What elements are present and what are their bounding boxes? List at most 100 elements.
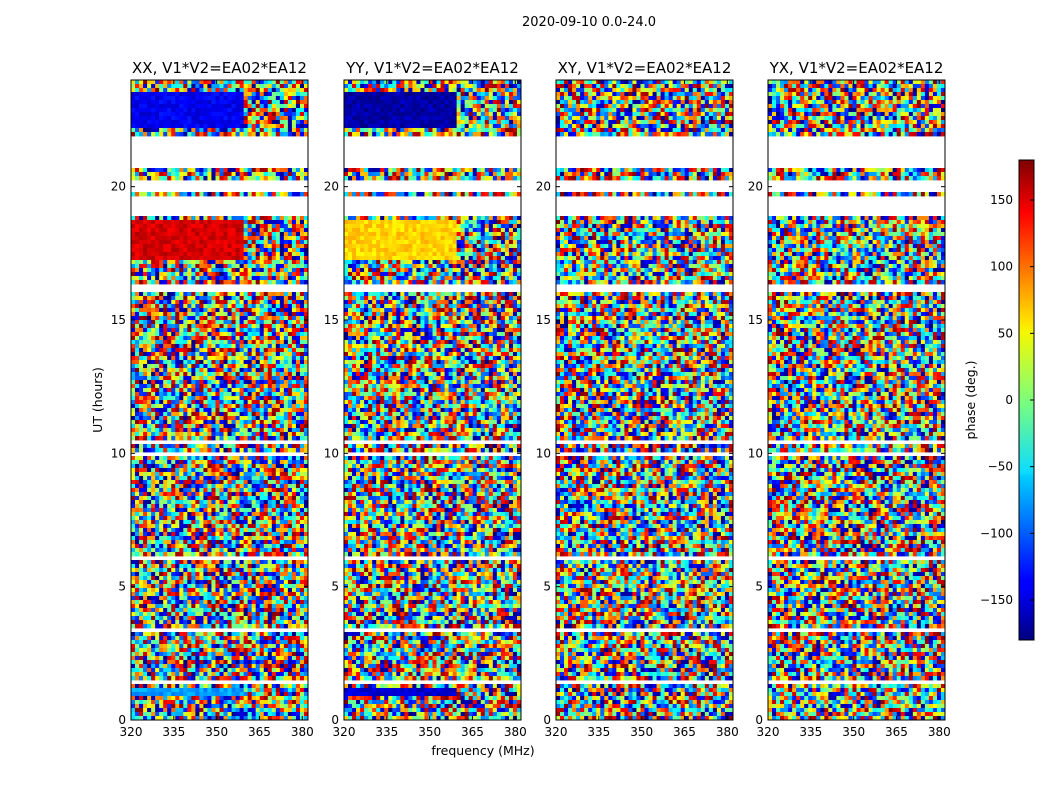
heatmap-cell	[279, 360, 285, 365]
heatmap-cell	[223, 436, 228, 441]
heatmap-cell	[219, 248, 224, 253]
heatmap-cell	[147, 416, 152, 421]
heatmap-cell	[219, 456, 224, 461]
heatmap-cell	[231, 324, 236, 329]
heatmap-cell	[143, 496, 148, 501]
heatmap-cell	[199, 120, 204, 125]
heatmap-cell	[303, 420, 309, 425]
heatmap-cell	[143, 340, 148, 345]
heatmap-cell	[195, 488, 200, 493]
heatmap-cell	[199, 344, 204, 349]
heatmap-cell	[139, 108, 144, 113]
heatmap-cell	[295, 108, 301, 113]
heatmap-cell	[131, 272, 136, 277]
heatmap-cell	[167, 192, 172, 197]
heatmap-cell	[195, 368, 200, 373]
heatmap-cell	[195, 224, 200, 229]
heatmap-cell	[143, 244, 148, 249]
heatmap-cell	[255, 432, 261, 437]
heatmap-cell	[219, 388, 224, 393]
heatmap-cell	[195, 512, 200, 517]
heatmap-cell	[147, 128, 152, 133]
heatmap-cell	[227, 496, 232, 501]
heatmap-cell	[295, 132, 301, 137]
heatmap-cell	[175, 372, 180, 377]
heatmap-cell	[211, 112, 216, 117]
heatmap-cell	[195, 408, 200, 413]
heatmap-cell	[223, 244, 228, 249]
heatmap-cell	[283, 100, 289, 105]
heatmap-cell	[303, 484, 309, 489]
heatmap-cell	[283, 256, 289, 261]
heatmap-cell	[155, 120, 160, 125]
heatmap-cell	[155, 116, 160, 121]
heatmap-cell	[275, 132, 281, 137]
heatmap-cell	[191, 528, 196, 533]
heatmap-cell	[267, 388, 273, 393]
heatmap-cell	[291, 588, 297, 593]
heatmap-cell	[163, 364, 168, 369]
heatmap-cell	[299, 224, 305, 229]
heatmap-cell	[139, 244, 144, 249]
heatmap-cell	[167, 332, 172, 337]
heatmap-cell	[191, 132, 196, 137]
heatmap-cell	[143, 456, 148, 461]
heatmap-cell	[303, 540, 309, 545]
heatmap-cell	[151, 508, 156, 513]
heatmap-cell	[271, 496, 277, 501]
heatmap-cell	[215, 472, 220, 477]
heatmap-cell	[215, 448, 220, 453]
heatmap-cell	[151, 244, 156, 249]
heatmap-cell	[227, 168, 232, 173]
heatmap-cell	[287, 280, 293, 285]
heatmap-cell	[203, 444, 208, 449]
heatmap-cell	[251, 432, 257, 437]
heatmap-cell	[155, 604, 160, 609]
heatmap-cell	[223, 484, 228, 489]
heatmap-cell	[203, 116, 208, 121]
heatmap-cell	[143, 96, 148, 101]
heatmap-cell	[295, 456, 301, 461]
heatmap-cell	[251, 340, 257, 345]
heatmap-cell	[131, 364, 136, 369]
heatmap-cell	[263, 248, 269, 253]
heatmap-cell	[139, 428, 144, 433]
heatmap-cell	[159, 248, 164, 253]
heatmap-cell	[191, 216, 196, 221]
heatmap-cell	[139, 416, 144, 421]
heatmap-cell	[235, 260, 241, 265]
heatmap-cell	[203, 480, 208, 485]
heatmap-cell	[255, 460, 261, 465]
heatmap-cell	[207, 600, 212, 605]
heatmap-cell	[231, 172, 236, 177]
heatmap-cell	[279, 324, 285, 329]
heatmap-cell	[191, 472, 196, 477]
heatmap-cell	[171, 168, 176, 173]
heatmap-cell	[219, 268, 224, 273]
heatmap-cell	[171, 116, 176, 121]
heatmap-cell	[131, 88, 136, 93]
heatmap-cell	[267, 192, 273, 197]
heatmap-cell	[291, 380, 297, 385]
heatmap-cell	[243, 176, 249, 181]
heatmap-cell	[135, 92, 140, 97]
heatmap-cell	[179, 132, 184, 137]
heatmap-cell	[299, 332, 305, 337]
heatmap-cell	[147, 544, 152, 549]
heatmap-cell	[219, 280, 224, 285]
heatmap-cell	[155, 564, 160, 569]
heatmap-cell	[195, 100, 200, 105]
heatmap-cell	[199, 524, 204, 529]
heatmap-cell	[271, 352, 277, 357]
heatmap-cell	[135, 572, 140, 577]
heatmap-cell	[275, 380, 281, 385]
heatmap-cell	[275, 416, 281, 421]
heatmap-cell	[163, 548, 168, 553]
heatmap-cell	[167, 216, 172, 221]
heatmap-cell	[199, 356, 204, 361]
heatmap-cell	[191, 372, 196, 377]
heatmap-cell	[275, 420, 281, 425]
heatmap-cell	[239, 120, 245, 125]
